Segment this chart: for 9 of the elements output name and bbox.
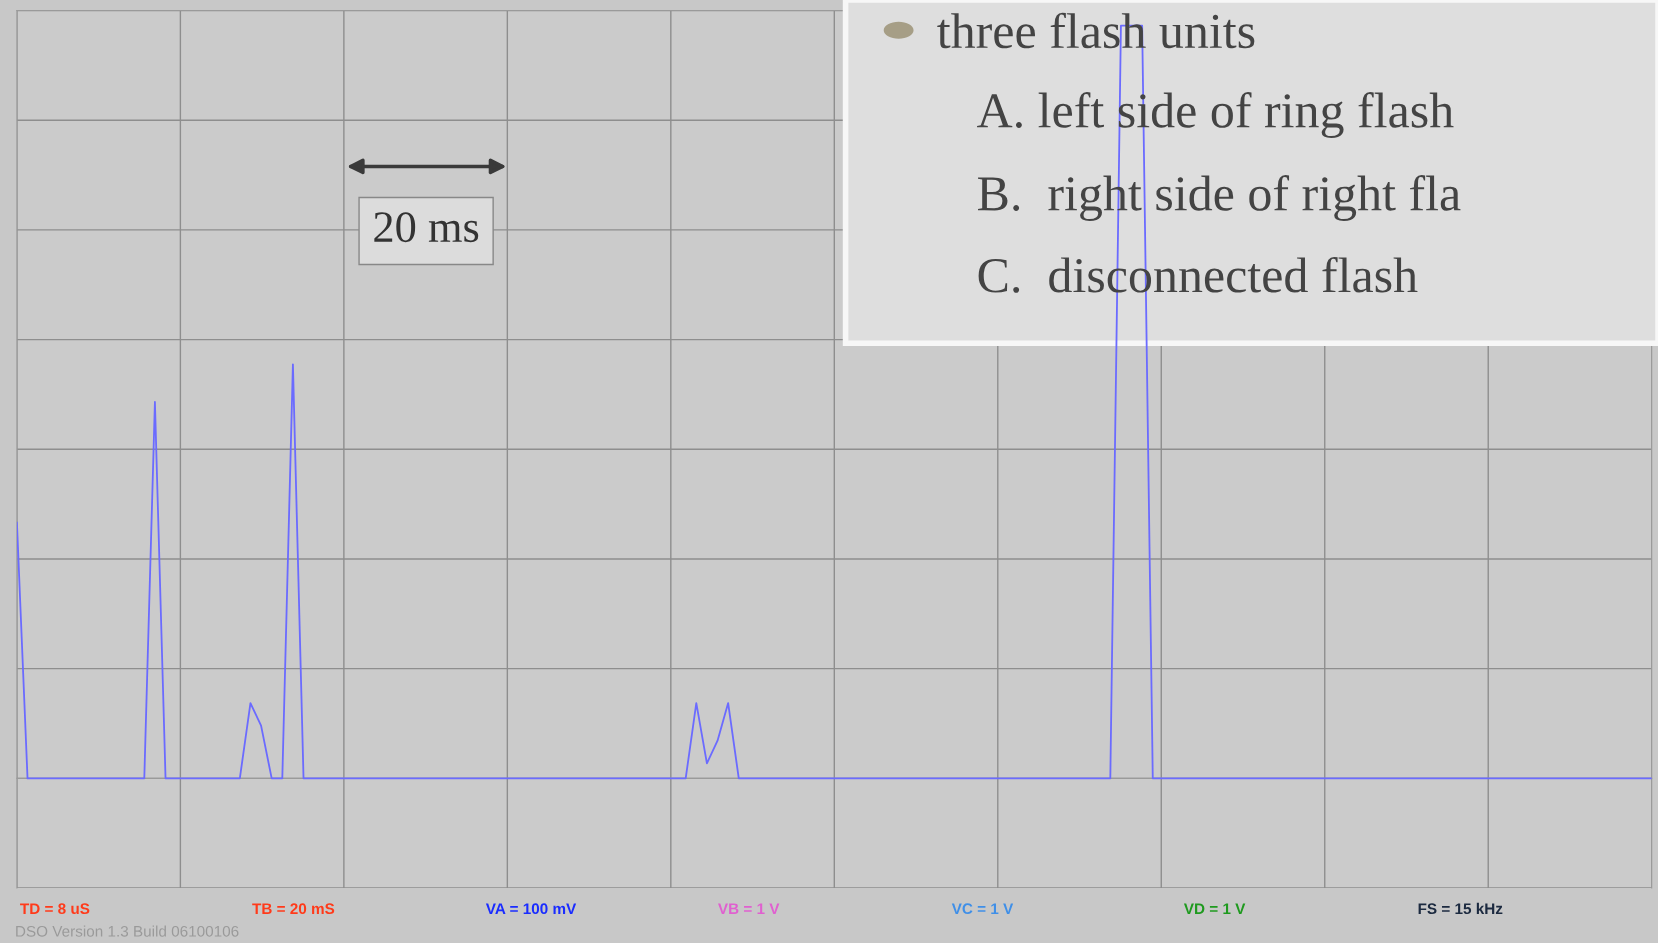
text: TB = 20 mS [252,903,335,915]
text: VD = 1 V [1183,903,1246,914]
text: VB = 1 V [718,903,780,914]
annotation: three flash units [937,12,1255,49]
text: TD = 8 uS [20,903,90,915]
text: FS = 15 kHz [1418,902,1503,915]
annotation: 20 ms [374,212,479,243]
text: VA = 100 mV [485,903,577,915]
text: VC = 1 V [951,903,1014,915]
